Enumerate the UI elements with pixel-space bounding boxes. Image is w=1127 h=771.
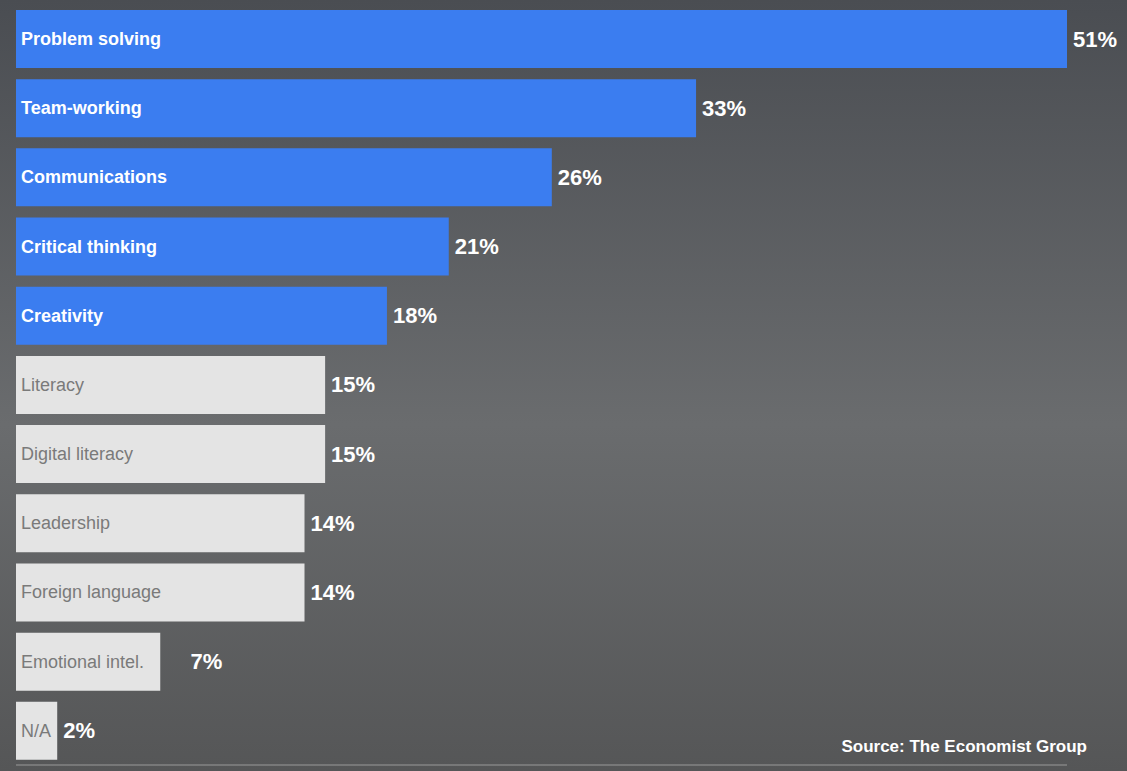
- svg-text:Creativity: Creativity: [21, 306, 103, 326]
- svg-text:21%: 21%: [455, 234, 499, 259]
- svg-text:15%: 15%: [331, 442, 375, 467]
- svg-text:Leadership: Leadership: [21, 513, 110, 533]
- svg-text:14%: 14%: [311, 580, 355, 605]
- svg-text:33%: 33%: [702, 96, 746, 121]
- svg-text:Emotional intel.: Emotional intel.: [21, 652, 144, 672]
- svg-text:Literacy: Literacy: [21, 375, 84, 395]
- html-text:Source: The Economist Group: Source: The Economist Group: [841, 737, 1087, 756]
- svg-text:51%: 51%: [1073, 27, 1117, 52]
- svg-text:Problem solving: Problem solving: [21, 29, 161, 49]
- svg-text:N/A: N/A: [21, 721, 51, 741]
- svg-text:2%: 2%: [63, 718, 95, 743]
- svg-text:7%: 7%: [190, 649, 222, 674]
- svg-text:15%: 15%: [331, 372, 375, 397]
- svg-text:Digital literacy: Digital literacy: [21, 444, 133, 464]
- svg-text:Communications: Communications: [21, 167, 167, 187]
- svg-text:14%: 14%: [311, 511, 355, 536]
- svg-text:Team-working: Team-working: [21, 98, 142, 118]
- svg-text:26%: 26%: [558, 165, 602, 190]
- svg-text:Foreign language: Foreign language: [21, 582, 161, 602]
- svg-text:18%: 18%: [393, 303, 437, 328]
- svg-text:Critical thinking: Critical thinking: [21, 237, 157, 257]
